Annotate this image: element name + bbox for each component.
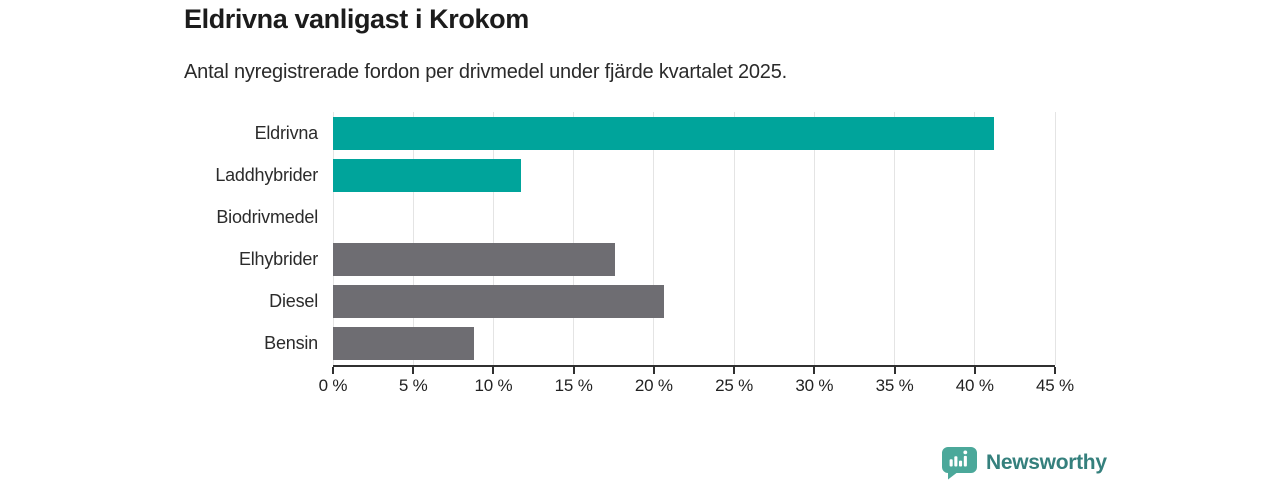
x-axis-tick: [973, 367, 976, 374]
x-axis-tick: [412, 367, 415, 374]
x-axis-tick: [492, 367, 495, 374]
bar-elhybrider: [333, 243, 616, 277]
gridline: [733, 112, 735, 365]
gridline: [492, 112, 494, 365]
category-label-laddhybrider: Laddhybrider: [215, 164, 318, 185]
gridline: [813, 112, 815, 365]
bar-bensin: [333, 327, 475, 361]
category-label-biodrivmedel: Biodrivmedel: [216, 206, 318, 227]
gridline: [894, 112, 896, 365]
chart-title: Eldrivna vanligast i Krokom: [184, 4, 529, 34]
y-axis-labels: Eldrivna Laddhybrider Biodrivmedel Elhybrid…: [0, 112, 318, 365]
x-axis-tick-label: 20 %: [634, 376, 673, 395]
x-axis-tick-label: 0 %: [318, 376, 348, 395]
x-axis-tick-label: 30 %: [795, 376, 834, 395]
gridline: [332, 112, 334, 365]
category-label-elhybrider: Elhybrider: [238, 249, 318, 270]
category-label-eldrivna: Eldrivna: [254, 122, 319, 143]
newsworthy-bar-chart-speech-bubble-icon: [942, 447, 977, 480]
chart-subtitle: Antal nyregistrerade fordon per drivmede…: [184, 61, 788, 83]
x-axis-tick: [1054, 367, 1056, 374]
x-axis: 0 % 5 % 10 % 15 % 20 % 25 % 30 % 35 % 40 % 45 %: [319, 367, 1074, 399]
x-axis-tick-label: 10 %: [474, 376, 513, 395]
x-axis-tick-label: 45 %: [1036, 376, 1074, 395]
x-axis-tick: [572, 367, 575, 374]
newsworthy-wordmark: Newsworthy: [986, 451, 1107, 474]
x-axis-tick: [813, 367, 816, 374]
x-axis-tick-label: 15 %: [554, 376, 593, 395]
x-axis-tick: [733, 367, 736, 374]
gridline: [974, 112, 976, 365]
gridline: [412, 112, 414, 365]
bar-diesel: [333, 285, 664, 319]
category-label-bensin: Bensin: [264, 333, 318, 354]
bar-laddhybrider: [333, 158, 521, 192]
gridline: [653, 112, 655, 365]
x-axis-tick: [332, 367, 334, 374]
gridline: [573, 112, 575, 365]
x-axis-tick-label: 35 %: [875, 376, 914, 395]
plot-area: [332, 112, 1056, 367]
x-axis-tick: [652, 367, 655, 374]
category-label-diesel: Diesel: [269, 291, 318, 312]
gridline: [1054, 112, 1056, 365]
x-axis-tick-label: 25 %: [715, 376, 754, 395]
bar-eldrivna: [333, 116, 995, 150]
newsworthy-logo[interactable]: Newsworthy: [941, 446, 1107, 480]
x-axis-tick-label: 40 %: [955, 376, 994, 395]
x-axis-tick: [893, 367, 896, 374]
x-axis-tick-label: 5 %: [398, 376, 428, 395]
